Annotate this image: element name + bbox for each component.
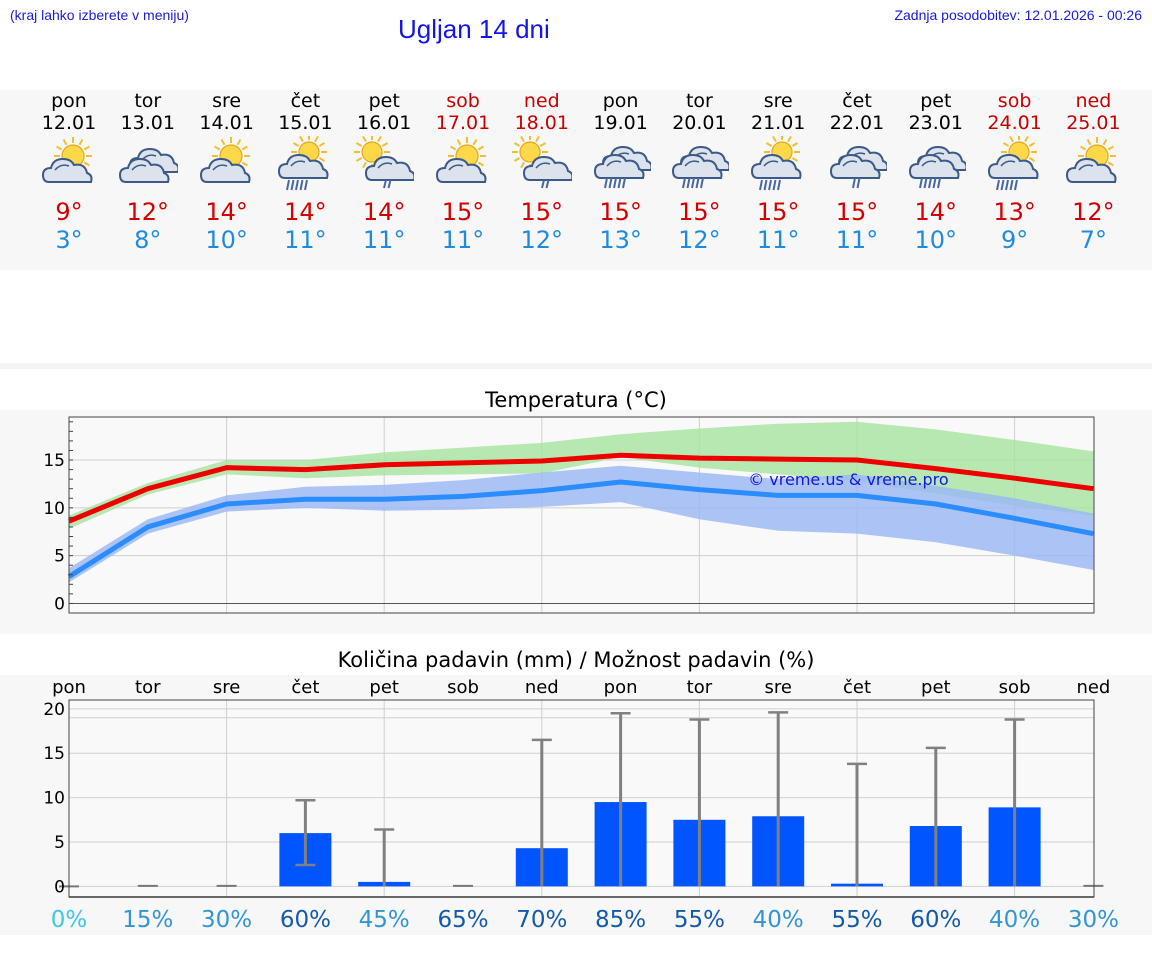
sun-cloud-icon: [199, 137, 251, 183]
max-temperature: 9°: [55, 198, 83, 226]
day-column: sob 17.01 15° 11°: [425, 90, 501, 254]
day-column: pet 23.01 14° 10°: [898, 90, 974, 254]
sun-cloud-rain-icon: [278, 136, 329, 191]
day-date: 18.01: [514, 112, 569, 134]
max-temperature: 14°: [914, 198, 958, 226]
day-date: 22.01: [829, 112, 885, 134]
day-column: čet 22.01 15° 11°: [819, 90, 895, 254]
min-temperature: 11°: [835, 226, 879, 254]
sun-cloud-rain-icon: [751, 136, 802, 191]
day-name: pet: [368, 90, 400, 112]
day-column: pet 16.01 14° 11°: [346, 90, 422, 254]
min-temperature: 8°: [134, 226, 162, 254]
day-column: tor 20.01 15° 12°: [661, 90, 737, 254]
temperature-chart-title: Temperatura (°C): [485, 388, 667, 412]
day-column: tor 13.01 12° 8°: [110, 90, 186, 254]
min-temperature: 3°: [55, 226, 83, 254]
day-name: sob: [446, 90, 480, 112]
min-temperature: 12°: [520, 226, 564, 254]
location-hint: (kraj lahko izberete v meniju): [10, 7, 189, 23]
cloud-rain-icon: [672, 145, 730, 189]
day-name: ned: [1075, 90, 1112, 112]
min-temperature: 11°: [756, 226, 800, 254]
min-temperature: 11°: [362, 226, 406, 254]
max-temperature: 14°: [205, 198, 248, 226]
day-name: čet: [290, 90, 321, 112]
min-temperature: 10°: [205, 226, 248, 254]
day-name: pon: [51, 90, 87, 112]
sun-cloud-drizzle-icon: [511, 136, 572, 189]
day-date: 15.01: [278, 112, 333, 134]
min-temperature: 12°: [678, 226, 721, 254]
page-title: Ugljan 14 dni: [398, 14, 550, 44]
day-date: 25.01: [1066, 112, 1121, 134]
day-column: čet 15.01 14° 11°: [267, 90, 343, 254]
min-temperature: 11°: [441, 226, 485, 254]
day-name: sob: [997, 90, 1032, 112]
min-temperature: 9°: [1000, 226, 1029, 254]
day-column: sre 21.01 15° 11°: [740, 90, 816, 254]
day-name: sre: [212, 90, 242, 112]
day-column: pon 12.01 9° 3°: [31, 90, 107, 254]
day-date: 21.01: [750, 112, 806, 134]
day-name: tor: [685, 90, 713, 112]
max-temperature: 15°: [835, 198, 879, 226]
max-temperature: 15°: [678, 198, 721, 226]
sun-cloud-icon: [1066, 137, 1117, 183]
day-date: 16.01: [356, 112, 412, 134]
day-column: ned 18.01 15° 12°: [504, 90, 580, 254]
temperature-chart-background: [0, 410, 1152, 634]
min-temperature: 11°: [284, 226, 327, 254]
max-temperature: 15°: [520, 198, 564, 226]
day-date: 17.01: [435, 112, 491, 134]
min-temperature: 7°: [1079, 226, 1108, 254]
cloudy-icon: [118, 147, 178, 183]
day-name: čet: [842, 90, 872, 112]
day-column: ned 25.01 12° 7°: [1055, 90, 1131, 254]
min-temperature: 10°: [914, 226, 958, 254]
max-temperature: 15°: [599, 198, 642, 226]
day-date: 23.01: [908, 112, 963, 134]
day-name: pet: [920, 90, 952, 112]
max-temperature: 12°: [126, 198, 170, 226]
precipitation-chart-background: [0, 675, 1152, 935]
day-name: ned: [523, 90, 560, 112]
max-temperature: 15°: [756, 198, 800, 226]
day-name: tor: [134, 90, 162, 112]
min-temperature: 13°: [599, 226, 642, 254]
day-date: 20.01: [672, 112, 727, 134]
daily-forecast-strip: [0, 90, 1152, 270]
cloud-rain-icon: [908, 145, 966, 189]
sun-cloud-drizzle-icon: [354, 136, 415, 189]
day-date: 12.01: [41, 112, 97, 134]
max-temperature: 13°: [993, 198, 1036, 226]
divider: [0, 363, 1152, 369]
day-name: pon: [602, 90, 639, 112]
day-date: 14.01: [199, 112, 254, 134]
day-date: 13.01: [120, 112, 175, 134]
last-update-label: Zadnja posodobitev: 12.01.2026 - 00:26: [894, 7, 1142, 23]
day-name: sre: [763, 90, 793, 112]
day-column: sob 24.01 13° 9°: [977, 90, 1053, 254]
sun-cloud-icon: [435, 137, 487, 183]
day-column: sre 14.01 14° 10°: [189, 90, 265, 254]
sun-cloud-rain-icon: [987, 136, 1039, 191]
day-date: 24.01: [987, 112, 1042, 134]
precipitation-chart-title: Količina padavin (mm) / Možnost padavin …: [337, 648, 815, 672]
cloud-drizzle-icon: [829, 145, 887, 189]
max-temperature: 12°: [1072, 198, 1115, 226]
cloud-rain-icon: [593, 145, 651, 189]
day-column: pon 19.01 15° 13°: [583, 90, 659, 254]
max-temperature: 15°: [441, 198, 485, 226]
sun-cloud-icon: [41, 137, 93, 183]
max-temperature: 14°: [284, 198, 327, 226]
max-temperature: 14°: [362, 198, 406, 226]
day-date: 19.01: [593, 112, 648, 134]
